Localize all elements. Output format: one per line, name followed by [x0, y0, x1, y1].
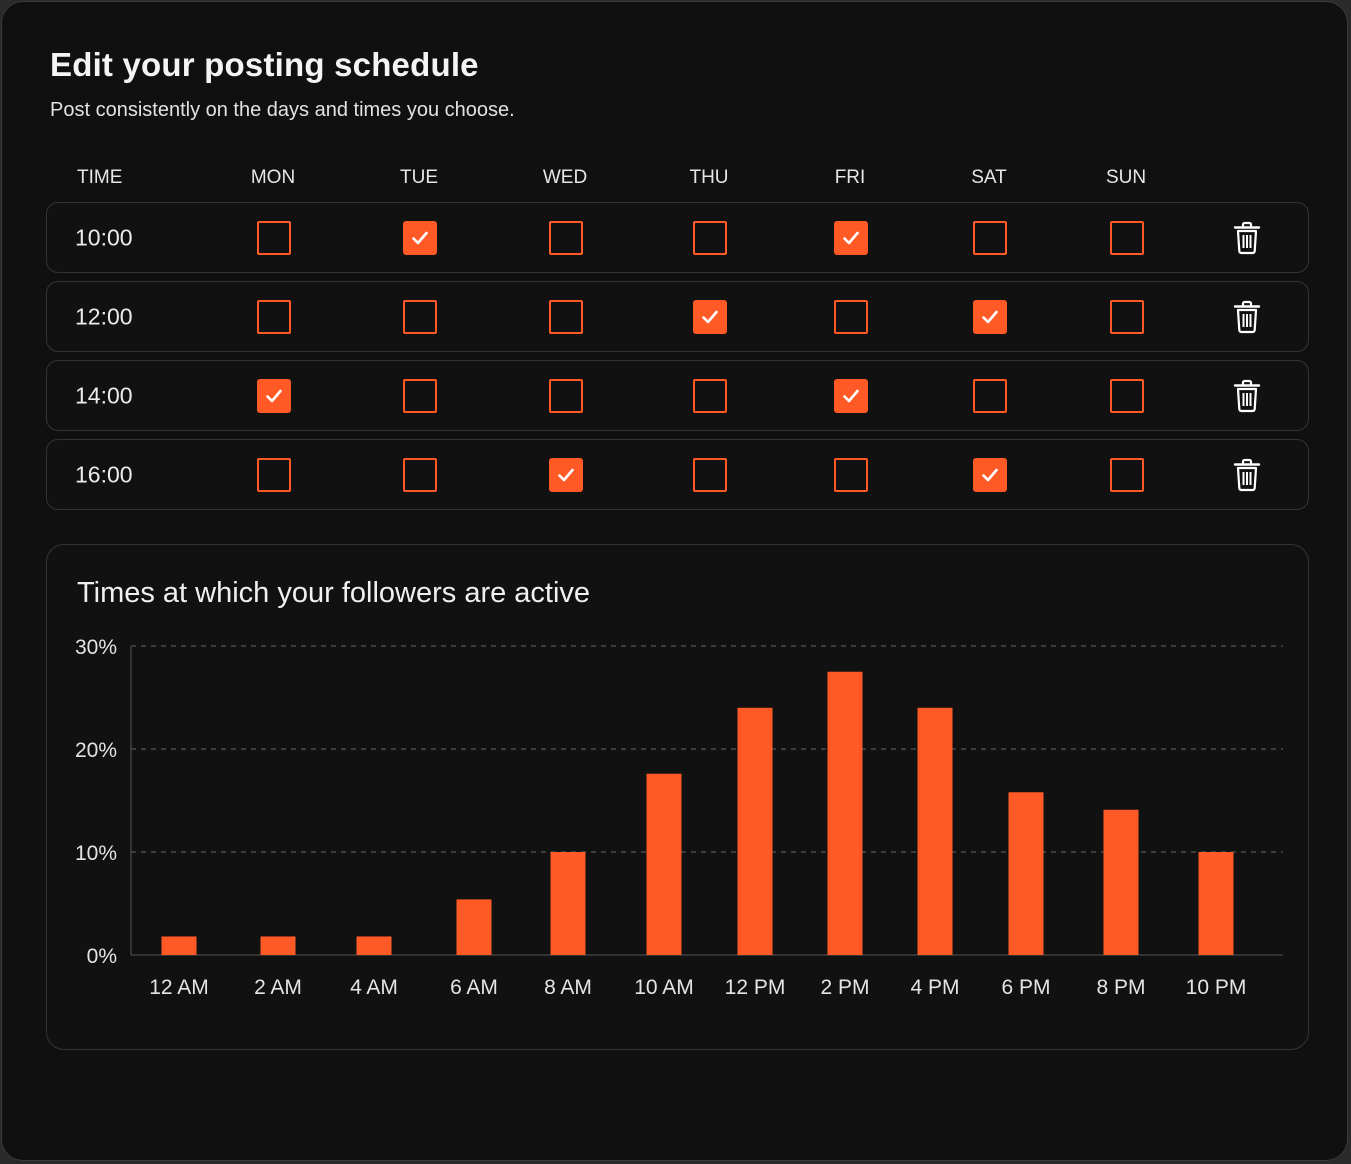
- bar: [456, 899, 492, 955]
- checkmark-icon: [412, 231, 428, 244]
- bar: [917, 707, 953, 955]
- checkbox-sun-1400[interactable]: [1110, 378, 1144, 413]
- row-time-label: 12:00: [75, 303, 133, 329]
- checkmark-icon: [982, 468, 998, 481]
- checkbox-mon-1600[interactable]: [257, 457, 291, 492]
- checkbox-tue-1000[interactable]: [403, 220, 437, 255]
- x-tick-label: 6 PM: [1001, 976, 1050, 999]
- trash-icon[interactable]: [1232, 379, 1262, 413]
- y-tick-label: 30%: [75, 636, 117, 659]
- bar: [260, 936, 296, 955]
- row-time-label: 14:00: [75, 382, 133, 408]
- x-tick-label: 4 PM: [910, 976, 959, 999]
- checkbox-wed-1600[interactable]: [549, 457, 583, 492]
- x-tick-label: 8 AM: [544, 976, 592, 999]
- checkbox-sat-1000[interactable]: [973, 220, 1007, 255]
- column-header-wed: WED: [542, 167, 588, 188]
- chart-title: Times at which your followers are active: [77, 577, 591, 609]
- y-tick-label: 10%: [75, 842, 117, 865]
- page-subtitle: Post consistently on the days and times …: [50, 99, 515, 121]
- bar: [1198, 852, 1234, 955]
- schedule-row: 10:00: [46, 202, 1309, 273]
- checkbox-wed-1400[interactable]: [549, 378, 583, 413]
- checkbox-fri-1200[interactable]: [834, 299, 868, 334]
- bar: [827, 671, 863, 955]
- page-title: Edit your posting schedule: [50, 46, 479, 83]
- row-time-label: 10:00: [75, 224, 133, 250]
- column-header-mon: MON: [250, 167, 296, 188]
- bar: [737, 707, 773, 955]
- checkbox-tue-1600[interactable]: [403, 457, 437, 492]
- x-tick-label: 12 PM: [725, 976, 786, 999]
- column-header-tue: TUE: [400, 167, 438, 188]
- checkbox-fri-1000[interactable]: [834, 220, 868, 255]
- checkbox-sat-1200[interactable]: [973, 299, 1007, 334]
- x-tick-label: 8 PM: [1096, 976, 1145, 999]
- row-time-label: 16:00: [75, 461, 133, 487]
- bar: [1103, 809, 1139, 955]
- x-tick-label: 2 AM: [254, 976, 302, 999]
- column-header-sun: SUN: [1105, 167, 1147, 188]
- x-tick-label: 2 PM: [820, 976, 869, 999]
- x-tick-label: 10 AM: [634, 976, 694, 999]
- checkbox-mon-1200[interactable]: [257, 299, 291, 334]
- checkbox-sat-1600[interactable]: [973, 457, 1007, 492]
- checkbox-tue-1200[interactable]: [403, 299, 437, 334]
- checkbox-tue-1400[interactable]: [403, 378, 437, 413]
- checkbox-fri-1600[interactable]: [834, 457, 868, 492]
- checkbox-wed-1200[interactable]: [549, 299, 583, 334]
- checkbox-sun-1000[interactable]: [1110, 220, 1144, 255]
- bar: [550, 852, 586, 955]
- y-tick-label: 0%: [87, 945, 117, 968]
- checkbox-mon-1400[interactable]: [257, 378, 291, 413]
- x-tick-label: 10 PM: [1186, 976, 1247, 999]
- checkbox-sun-1600[interactable]: [1110, 457, 1144, 492]
- column-header-thu: THU: [689, 167, 729, 188]
- checkbox-wed-1000[interactable]: [549, 220, 583, 255]
- schedule-row: 16:00: [46, 439, 1309, 510]
- trash-icon[interactable]: [1232, 221, 1262, 255]
- column-header-fri: FRI: [834, 167, 866, 188]
- bar: [646, 773, 682, 955]
- x-tick-label: 6 AM: [450, 976, 498, 999]
- checkbox-thu-1400[interactable]: [693, 378, 727, 413]
- schedule-row: 14:00: [46, 360, 1309, 431]
- schedule-row: 12:00: [46, 281, 1309, 352]
- checkbox-sat-1400[interactable]: [973, 378, 1007, 413]
- follower-activity-card: Times at which your followers are active…: [46, 544, 1309, 1050]
- x-tick-label: 12 AM: [149, 976, 209, 999]
- x-tick-label: 4 AM: [350, 976, 398, 999]
- checkmark-icon: [266, 389, 282, 402]
- checkbox-thu-1600[interactable]: [693, 457, 727, 492]
- checkbox-thu-1200[interactable]: [693, 299, 727, 334]
- checkbox-mon-1000[interactable]: [257, 220, 291, 255]
- checkmark-icon: [843, 389, 859, 402]
- checkbox-fri-1400[interactable]: [834, 378, 868, 413]
- column-header-time: TIME: [77, 167, 123, 188]
- checkmark-icon: [843, 231, 859, 244]
- checkmark-icon: [558, 468, 574, 481]
- bar: [1008, 792, 1044, 955]
- checkbox-thu-1000[interactable]: [693, 220, 727, 255]
- follower-activity-chart: 0% 10% 20% 30% 12 AM 2 AM 4 AM 6 AM 8 AM 10 AM 12 …: [75, 636, 1283, 999]
- bar: [161, 936, 197, 955]
- trash-icon[interactable]: [1232, 300, 1262, 334]
- column-header-sat: SAT: [971, 167, 1007, 188]
- y-tick-label: 20%: [75, 739, 117, 762]
- checkmark-icon: [982, 310, 998, 323]
- checkmark-icon: [702, 310, 718, 323]
- checkbox-sun-1200[interactable]: [1110, 299, 1144, 334]
- bar: [356, 936, 392, 955]
- trash-icon[interactable]: [1232, 458, 1262, 492]
